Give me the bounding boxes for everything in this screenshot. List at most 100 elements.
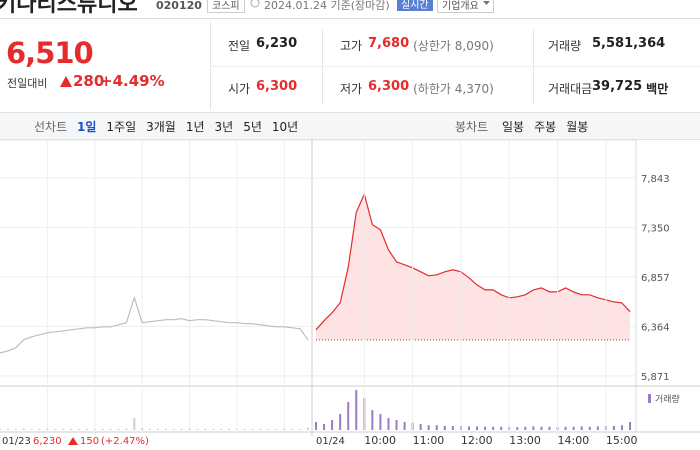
volume-bar (323, 424, 326, 430)
volume-bar (307, 427, 309, 430)
footer-price: 6,230 (33, 436, 62, 447)
period-tab[interactable]: 1일 (77, 120, 97, 134)
volume-bar (14, 428, 17, 430)
volume-bar (85, 428, 88, 430)
summary-value: 7,680 (368, 36, 410, 51)
volume-bar (6, 428, 9, 430)
volume-bar (620, 425, 623, 430)
volume-bar (331, 420, 334, 430)
realtime-button[interactable]: 실시간 (397, 0, 433, 11)
volume-legend: 거래량 (655, 393, 680, 405)
volume-bar (315, 422, 317, 430)
volume-bar (149, 428, 152, 430)
up-triangle (68, 437, 78, 445)
volume-bar (117, 428, 120, 430)
dropdown-arrow (482, 1, 490, 5)
volume-bar (572, 426, 575, 430)
separator (533, 30, 534, 104)
period-tab[interactable]: 3개월 (146, 120, 176, 134)
line-chart-label: 선차트 (34, 120, 68, 134)
volume-bar (299, 429, 302, 430)
volume-bar (427, 425, 430, 430)
stock-code: 020120 (156, 0, 202, 12)
volume-bar (235, 429, 238, 430)
candle-chart-label: 봉차트 (455, 120, 489, 134)
y-tick-label: 7,350 (641, 223, 670, 234)
volume-bar (283, 428, 286, 430)
volume-bar (516, 427, 519, 430)
summary-note: (상한가 8,090) (413, 39, 494, 53)
summary-value: 39,725 (592, 79, 643, 94)
period-tab[interactable]: 3년 (214, 120, 234, 134)
area (316, 194, 630, 340)
volume-bar (500, 426, 503, 430)
volume-bar (387, 418, 390, 430)
volume-bar (403, 422, 406, 430)
period-tab[interactable]: 1주일 (106, 120, 137, 134)
summary-value: 5,581,364 (592, 36, 666, 51)
x-tick-label: 12:00 (461, 434, 493, 447)
volume-bar (596, 426, 599, 430)
summary-label: 거래대금 (548, 82, 593, 96)
volume-bar (379, 414, 382, 430)
price-line (315, 192, 631, 331)
volume-bar (62, 428, 65, 430)
volume-bar (220, 429, 223, 430)
change-label: 전일대비 (7, 77, 48, 90)
period-tab[interactable]: 10년 (271, 120, 299, 134)
volume-bar (532, 426, 535, 430)
volume-bar (435, 425, 438, 430)
summary-value: 6,300 (368, 79, 410, 94)
volume-bar (395, 420, 398, 430)
volume-bar (54, 429, 57, 430)
divider (0, 18, 700, 19)
volume-bar (101, 428, 104, 430)
volume-bar (251, 429, 254, 430)
candle-tab[interactable]: 주봉 (534, 120, 557, 134)
summary-label: 전일 (228, 39, 251, 53)
summary-label: 저가 (340, 82, 363, 96)
volume-bar (188, 428, 191, 430)
volume-bar (540, 426, 543, 430)
volume-bar (524, 426, 527, 430)
volume-bar (548, 426, 551, 430)
x-tick-label: 15:00 (606, 434, 638, 447)
volume-bar (172, 429, 175, 430)
period-tab[interactable]: 1년 (185, 120, 205, 134)
volume-legend-key (648, 394, 651, 403)
volume-bar (141, 428, 144, 430)
company-dropdown[interactable]: 기업개요 (437, 0, 494, 13)
volume-bar (70, 428, 73, 430)
volume-bar (291, 428, 294, 430)
volume-bar (46, 428, 49, 430)
footer-change: 150 (80, 436, 99, 447)
up-triangle (60, 76, 72, 87)
tab-bar (0, 112, 700, 140)
volume-bar (156, 428, 159, 430)
summary-label: 거래량 (548, 39, 582, 53)
date: 2024.01.24 기준(장마감) (264, 0, 390, 12)
y-tick-label: 6,857 (641, 273, 670, 284)
summary-value: 6,300 (256, 79, 298, 94)
volume-bar (492, 426, 495, 430)
y-tick-label: 7,843 (641, 174, 670, 185)
divider (210, 66, 700, 67)
clock-icon (250, 0, 260, 8)
candle-tab[interactable]: 월봉 (566, 120, 589, 134)
summary-unit: 백만 (646, 82, 669, 96)
x-tick-label: 13:00 (509, 434, 541, 447)
company-label: 기업개요 (442, 1, 479, 12)
volume-bar (30, 428, 33, 430)
summary-label: 시가 (228, 82, 251, 96)
volume-bar (588, 426, 591, 430)
x-tick-label: 10:00 (364, 434, 396, 447)
volume-bar (476, 426, 479, 430)
separator (322, 30, 323, 104)
volume-bar (22, 428, 25, 430)
candle-tab[interactable]: 일봉 (502, 120, 525, 134)
stock-name: 키다리스튜디오 (0, 0, 138, 17)
volume-bar (612, 426, 615, 430)
volume-bar (355, 390, 358, 430)
y-tick-label: 5,871 (641, 372, 670, 383)
period-tab[interactable]: 5년 (243, 120, 262, 134)
